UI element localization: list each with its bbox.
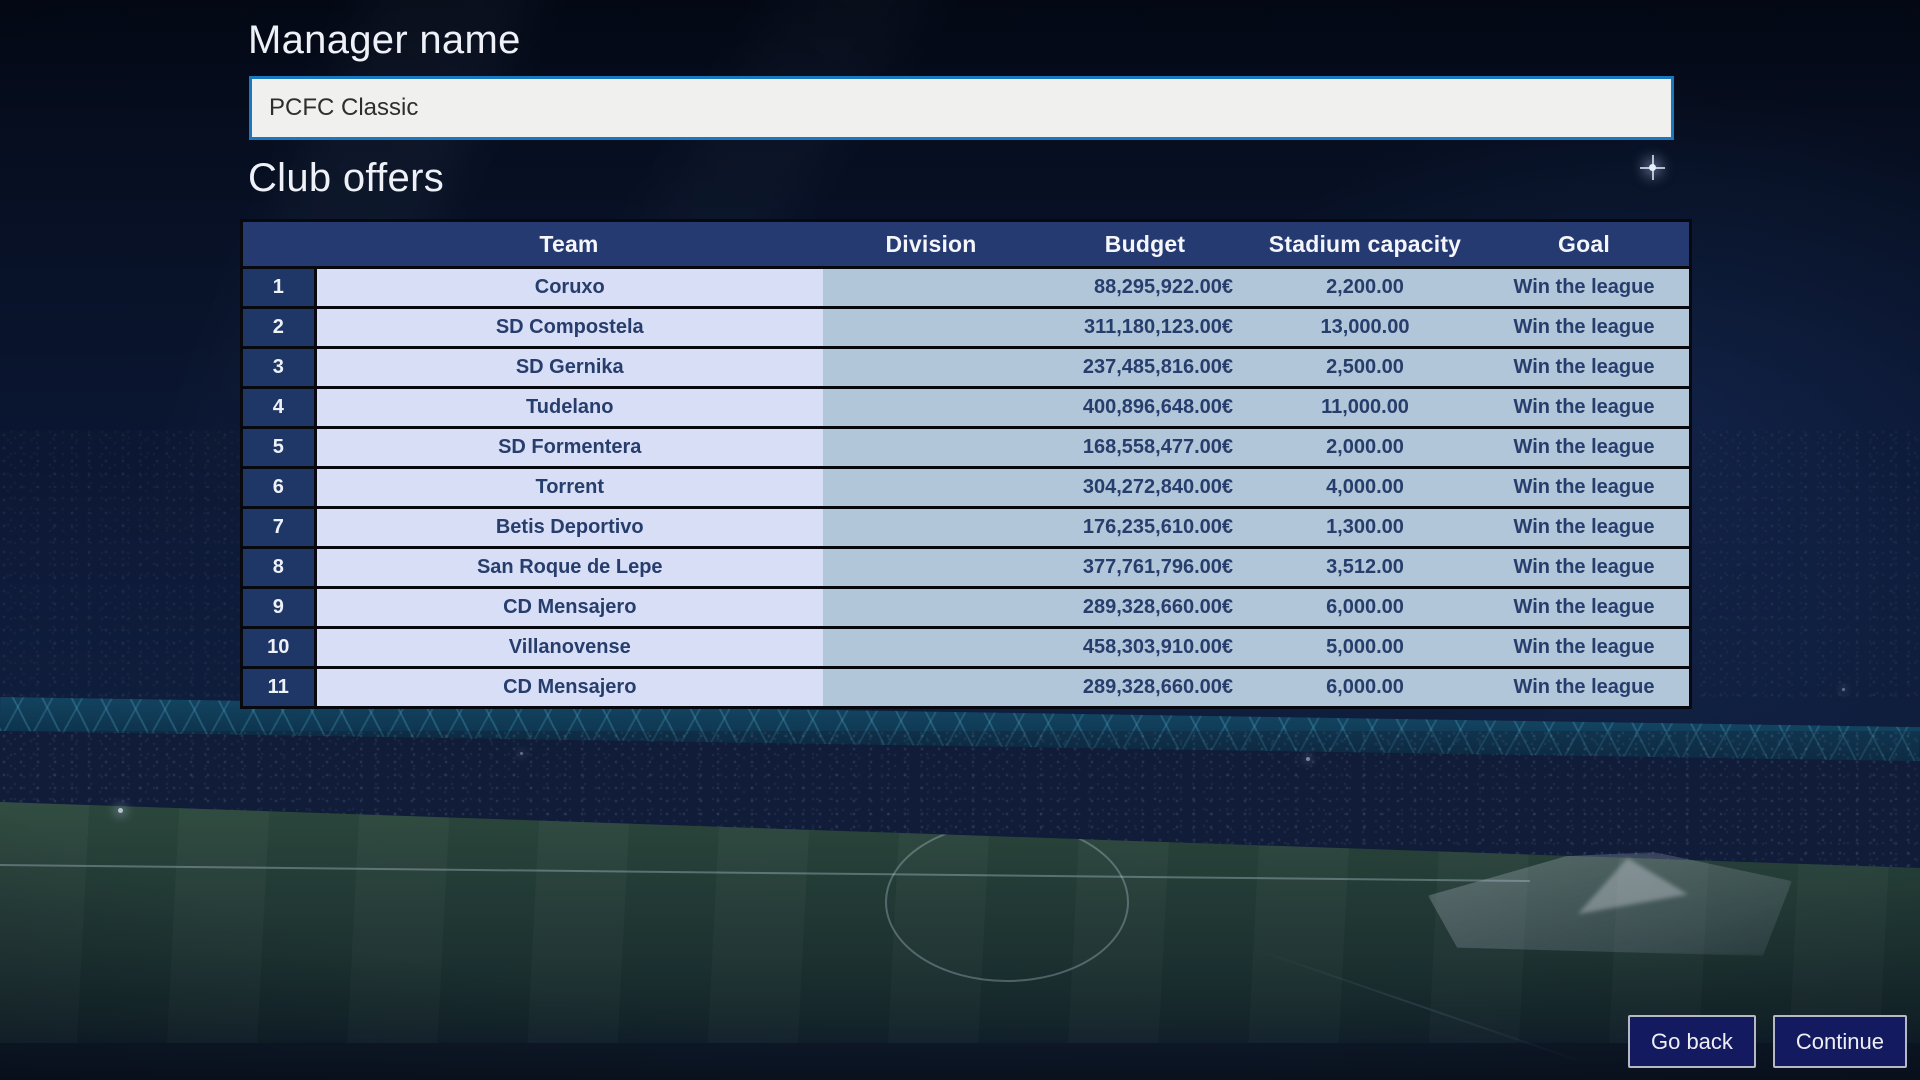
capacity-cell: 2,500.00 xyxy=(1251,346,1479,388)
goal-cell: Win the league xyxy=(1479,306,1691,348)
goal-cell: Win the league xyxy=(1479,506,1691,548)
table-row[interactable]: 8 San Roque de Lepe 377,761,796.00€ 3,51… xyxy=(241,546,1691,588)
goal-cell: Win the league xyxy=(1479,386,1691,428)
row-number-cell: 8 xyxy=(241,546,317,588)
row-number-cell: 3 xyxy=(241,346,317,388)
division-cell xyxy=(823,586,1039,628)
footer-actions: Go back Continue xyxy=(1627,1015,1907,1068)
table-row[interactable]: 6 Torrent 304,272,840.00€ 4,000.00 Win t… xyxy=(241,466,1691,508)
table-row[interactable]: 11 CD Mensajero 289,328,660.00€ 6,000.00… xyxy=(241,666,1691,708)
capacity-cell: 5,000.00 xyxy=(1251,626,1479,668)
row-number-cell: 4 xyxy=(241,386,317,428)
club-offers-table: Team Division Budget Stadium capacity Go… xyxy=(240,219,1692,709)
goal-cell: Win the league xyxy=(1479,626,1691,668)
manager-name-input[interactable] xyxy=(249,76,1674,140)
header-cell-team: Team xyxy=(315,220,823,268)
header-cell-capacity: Stadium capacity xyxy=(1251,220,1479,268)
row-number-cell: 1 xyxy=(241,266,317,308)
budget-cell: 237,485,816.00€ xyxy=(1039,346,1251,388)
row-number-cell: 5 xyxy=(241,426,317,468)
table-header-row: Team Division Budget Stadium capacity Go… xyxy=(241,220,1691,268)
manager-name-heading: Manager name xyxy=(248,18,521,62)
capacity-cell: 2,200.00 xyxy=(1251,266,1479,308)
table-row[interactable]: 7 Betis Deportivo 176,235,610.00€ 1,300.… xyxy=(241,506,1691,548)
team-cell: Betis Deportivo xyxy=(315,506,823,548)
team-cell: Tudelano xyxy=(315,386,823,428)
budget-cell: 176,235,610.00€ xyxy=(1039,506,1251,548)
table-row[interactable]: 10 Villanovense 458,303,910.00€ 5,000.00… xyxy=(241,626,1691,668)
division-cell xyxy=(823,306,1039,348)
row-number-cell: 9 xyxy=(241,586,317,628)
table-row[interactable]: 2 SD Compostela 311,180,123.00€ 13,000.0… xyxy=(241,306,1691,348)
table-row[interactable]: 5 SD Formentera 168,558,477.00€ 2,000.00… xyxy=(241,426,1691,468)
capacity-cell: 6,000.00 xyxy=(1251,586,1479,628)
table-row[interactable]: 3 SD Gernika 237,485,816.00€ 2,500.00 Wi… xyxy=(241,346,1691,388)
budget-cell: 168,558,477.00€ xyxy=(1039,426,1251,468)
division-cell xyxy=(823,626,1039,668)
team-cell: SD Gernika xyxy=(315,346,823,388)
division-cell xyxy=(823,546,1039,588)
division-cell xyxy=(823,426,1039,468)
row-number-cell: 11 xyxy=(241,666,317,708)
row-number-cell: 6 xyxy=(241,466,317,508)
budget-cell: 88,295,922.00€ xyxy=(1039,266,1251,308)
go-back-button[interactable]: Go back xyxy=(1627,1015,1756,1068)
goal-cell: Win the league xyxy=(1479,666,1691,708)
goal-cell: Win the league xyxy=(1479,346,1691,388)
division-cell xyxy=(823,506,1039,548)
team-cell: San Roque de Lepe xyxy=(315,546,823,588)
budget-cell: 377,761,796.00€ xyxy=(1039,546,1251,588)
capacity-cell: 4,000.00 xyxy=(1251,466,1479,508)
goal-cell: Win the league xyxy=(1479,266,1691,308)
table-row[interactable]: 4 Tudelano 400,896,648.00€ 11,000.00 Win… xyxy=(241,386,1691,428)
continue-button[interactable]: Continue xyxy=(1772,1015,1907,1068)
row-number-cell: 10 xyxy=(241,626,317,668)
team-cell: Villanovense xyxy=(315,626,823,668)
capacity-cell: 11,000.00 xyxy=(1251,386,1479,428)
team-cell: Coruxo xyxy=(315,266,823,308)
division-cell xyxy=(823,666,1039,708)
capacity-cell: 2,000.00 xyxy=(1251,426,1479,468)
capacity-cell: 13,000.00 xyxy=(1251,306,1479,348)
budget-cell: 289,328,660.00€ xyxy=(1039,666,1251,708)
header-cell-budget: Budget xyxy=(1039,220,1251,268)
capacity-cell: 3,512.00 xyxy=(1251,546,1479,588)
team-cell: Torrent xyxy=(315,466,823,508)
table-row[interactable]: 9 CD Mensajero 289,328,660.00€ 6,000.00 … xyxy=(241,586,1691,628)
header-cell-goal: Goal xyxy=(1479,220,1691,268)
club-offers-heading: Club offers xyxy=(248,156,444,200)
budget-cell: 289,328,660.00€ xyxy=(1039,586,1251,628)
budget-cell: 458,303,910.00€ xyxy=(1039,626,1251,668)
team-cell: SD Compostela xyxy=(315,306,823,348)
division-cell xyxy=(823,386,1039,428)
budget-cell: 304,272,840.00€ xyxy=(1039,466,1251,508)
table-row[interactable]: 1 Coruxo 88,295,922.00€ 2,200.00 Win the… xyxy=(241,266,1691,308)
division-cell xyxy=(823,346,1039,388)
division-cell xyxy=(823,266,1039,308)
goal-cell: Win the league xyxy=(1479,586,1691,628)
header-cell-division: Division xyxy=(823,220,1039,268)
budget-cell: 400,896,648.00€ xyxy=(1039,386,1251,428)
division-cell xyxy=(823,466,1039,508)
goal-cell: Win the league xyxy=(1479,466,1691,508)
team-cell: CD Mensajero xyxy=(315,666,823,708)
row-number-cell: 2 xyxy=(241,306,317,348)
team-cell: CD Mensajero xyxy=(315,586,823,628)
capacity-cell: 6,000.00 xyxy=(1251,666,1479,708)
budget-cell: 311,180,123.00€ xyxy=(1039,306,1251,348)
offers-table-body: 1 Coruxo 88,295,922.00€ 2,200.00 Win the… xyxy=(241,266,1691,708)
row-number-cell: 7 xyxy=(241,506,317,548)
goal-cell: Win the league xyxy=(1479,426,1691,468)
team-cell: SD Formentera xyxy=(315,426,823,468)
capacity-cell: 1,300.00 xyxy=(1251,506,1479,548)
header-cell-index xyxy=(241,220,315,268)
goal-cell: Win the league xyxy=(1479,546,1691,588)
